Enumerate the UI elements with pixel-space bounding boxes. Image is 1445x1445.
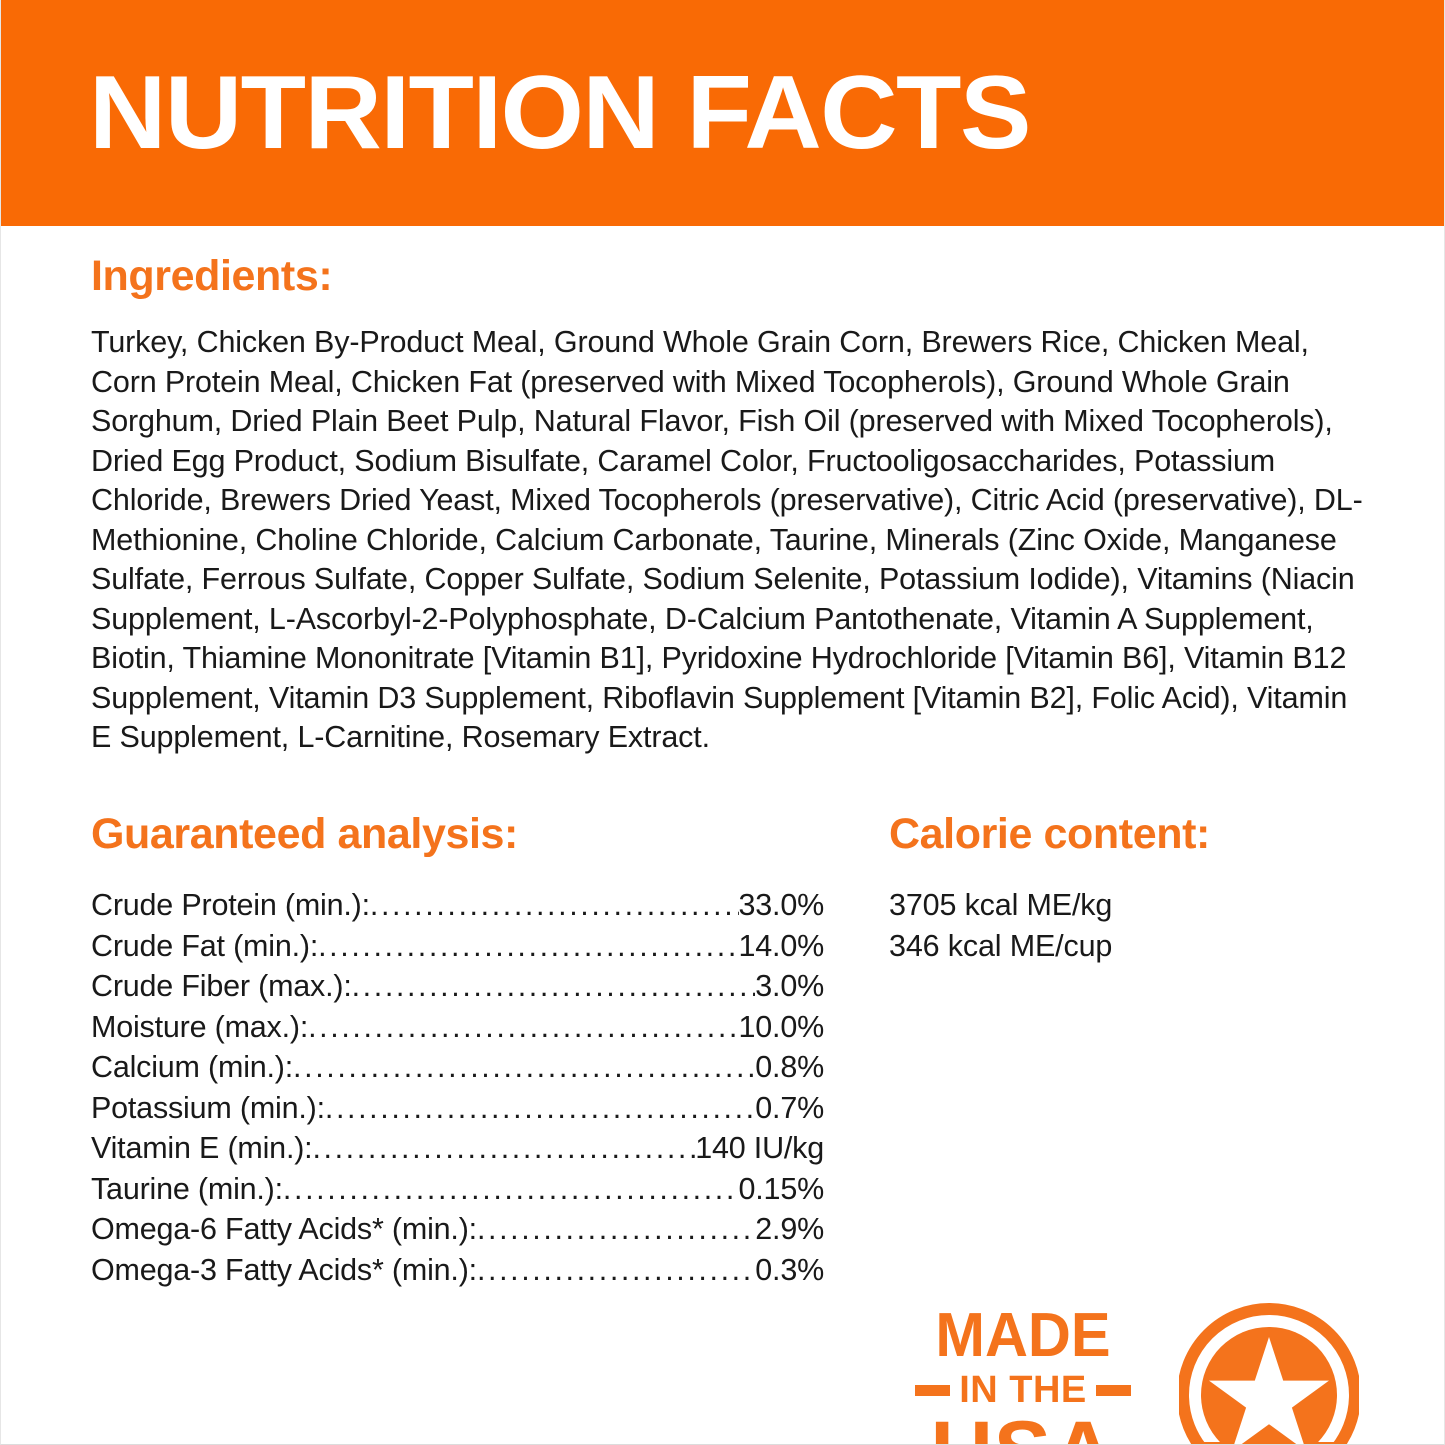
calorie-line: 346 kcal ME/cup [889, 929, 1113, 964]
ingredients-heading: Ingredients: [91, 252, 333, 300]
guaranteed-analysis-row: Calcium (min.):.........................… [91, 1047, 824, 1088]
star-seal-ribbon-icon [1177, 1299, 1361, 1444]
made-in-usa-text: MADE IN THE USA WITH THE FINEST INGREDIE… [889, 1301, 1157, 1444]
nutrient-value: 33.0% [738, 888, 825, 923]
guaranteed-analysis-table: Crude Protein (min.):...................… [91, 885, 824, 1290]
guaranteed-analysis-row: Moisture (max.):........................… [91, 1007, 824, 1048]
leader-dots: ........................................… [312, 1131, 695, 1166]
nutrient-label: Crude Protein (min.): [91, 888, 370, 923]
leader-dots: ........................................… [324, 1090, 755, 1125]
leader-dots: ........................................… [282, 1171, 739, 1206]
guaranteed-analysis-row: Omega-3 Fatty Acids* (min.):............… [91, 1250, 824, 1291]
nutrient-label: Crude Fat (min.): [91, 928, 319, 963]
guaranteed-analysis-row: Crude Fiber (max.):.....................… [91, 966, 824, 1007]
guaranteed-analysis-heading: Guaranteed analysis: [91, 810, 518, 858]
guaranteed-analysis-row: Vitamin E (min.):.......................… [91, 1128, 824, 1169]
badge-line-usa: USA [889, 1409, 1157, 1444]
made-in-usa-badge: MADE IN THE USA WITH THE FINEST INGREDIE… [889, 1299, 1361, 1444]
nutrient-label: Taurine (min.): [91, 1171, 283, 1206]
ingredients-section: Ingredients: Turkey, Chicken By-Product … [91, 252, 1363, 758]
leader-dots: ........................................… [318, 928, 739, 963]
calorie-content-heading: Calorie content: [889, 810, 1210, 858]
dash-left-icon [915, 1384, 951, 1396]
guaranteed-analysis-row: Potassium (min.):.......................… [91, 1088, 824, 1129]
badge-line-inthe: IN THE [959, 1369, 1087, 1411]
badge-line-made: MADE [935, 1301, 1111, 1370]
page-title: NUTRITION FACTS [89, 55, 1031, 171]
nutrient-value: 14.0% [738, 928, 825, 963]
guaranteed-analysis-row: Crude Fat (min.):.......................… [91, 926, 824, 967]
leader-dots: ........................................… [369, 888, 739, 923]
badge-line-inthe-row: IN THE [889, 1371, 1157, 1409]
calorie-content-values: 3705 kcal ME/kg 346 kcal ME/cup [889, 885, 1359, 967]
guaranteed-analysis-section: Guaranteed analysis: Crude Protein (min.… [91, 810, 826, 1290]
guaranteed-analysis-row: Crude Protein (min.):...................… [91, 885, 824, 926]
nutrient-value: 10.0% [738, 1009, 825, 1044]
nutrient-value: 3.0% [755, 969, 824, 1004]
leader-dots: ........................................… [476, 1252, 755, 1287]
header-bar: NUTRITION FACTS [1, 0, 1444, 226]
nutrient-label: Crude Fiber (max.): [91, 969, 352, 1004]
nutrient-value: 0.3% [755, 1252, 824, 1287]
dash-right-icon [1095, 1384, 1131, 1396]
nutrient-value: 0.7% [755, 1090, 824, 1125]
nutrient-value: 0.8% [755, 1050, 824, 1085]
leader-dots: ........................................… [476, 1212, 755, 1247]
calorie-content-section: Calorie content: 3705 kcal ME/kg 346 kcal… [889, 810, 1359, 967]
nutrient-value: 0.15% [738, 1171, 825, 1206]
leader-dots: ........................................… [293, 1050, 755, 1085]
nutrient-label: Calcium (min.): [91, 1050, 294, 1085]
leader-dots: ........................................… [308, 1009, 738, 1044]
guaranteed-analysis-row: Taurine (min.):.........................… [91, 1169, 824, 1210]
leader-dots: ........................................… [351, 969, 756, 1004]
calorie-line: 3705 kcal ME/kg [889, 888, 1113, 923]
nutrient-label: Potassium (min.): [91, 1090, 325, 1125]
nutrient-label: Moisture (max.): [91, 1009, 309, 1044]
nutrient-label: Vitamin E (min.): [91, 1131, 313, 1166]
nutrient-label: Omega-3 Fatty Acids* (min.): [91, 1252, 477, 1287]
nutrient-label: Omega-6 Fatty Acids* (min.): [91, 1212, 477, 1247]
nutrient-value: 140 IU/kg [695, 1131, 824, 1166]
guaranteed-analysis-row: Omega-6 Fatty Acids* (min.):............… [91, 1209, 824, 1250]
nutrient-value: 2.9% [755, 1212, 824, 1247]
ingredients-text: Turkey, Chicken By-Product Meal, Ground … [91, 325, 1363, 755]
